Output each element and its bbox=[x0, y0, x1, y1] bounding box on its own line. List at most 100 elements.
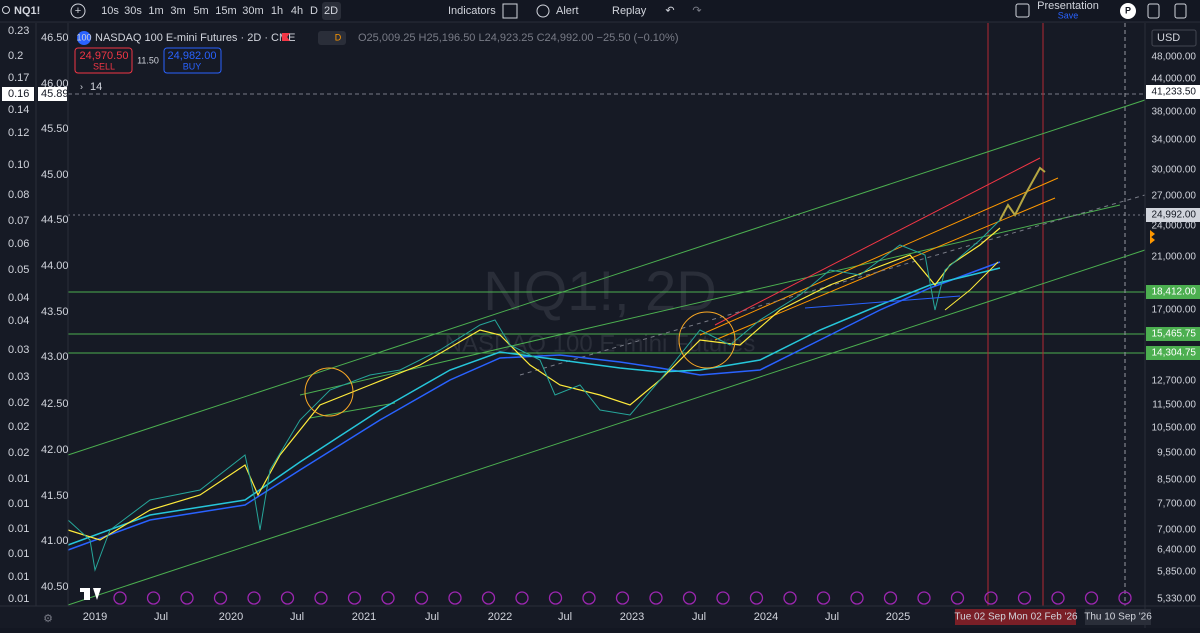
save[interactable]: Save bbox=[1058, 10, 1079, 20]
interval-button[interactable]: 30m bbox=[242, 5, 263, 17]
interval-button[interactable]: 10s bbox=[101, 5, 119, 17]
time-label: Jul bbox=[692, 611, 706, 623]
time-marker: Thu 10 Sep '26 bbox=[1084, 612, 1152, 623]
symbol-logo: 100 bbox=[76, 32, 91, 42]
left-scale-2-label: 46.50 bbox=[41, 32, 69, 44]
price-label: 27,000.00 bbox=[1152, 191, 1197, 202]
time-label: Jul bbox=[558, 611, 572, 623]
interval-button[interactable]: D bbox=[310, 5, 318, 17]
price-label: 10,500.00 bbox=[1152, 423, 1197, 434]
price-label: 5,330.00 bbox=[1157, 594, 1196, 605]
market-badge: D bbox=[335, 32, 342, 42]
price-highlight bbox=[1146, 327, 1200, 341]
price-label: 48,000.00 bbox=[1152, 52, 1197, 63]
price-label: 24,000.00 bbox=[1152, 221, 1197, 232]
left-scale-1-label: 0.02 bbox=[8, 447, 29, 459]
time-marker: Mon 02 Feb '26 bbox=[1008, 612, 1078, 623]
price-label: 30,000.00 bbox=[1152, 165, 1197, 176]
event-icon bbox=[113, 591, 127, 605]
currency-box bbox=[1151, 29, 1197, 47]
sell-price[interactable]: 24,970.50 bbox=[80, 50, 129, 62]
left-scale-1-label: 0.17 bbox=[8, 72, 29, 84]
replay-button[interactable]: Replay bbox=[612, 5, 647, 17]
event-icon bbox=[448, 591, 462, 605]
left-scale-1-label: 0.12 bbox=[8, 127, 29, 139]
time-marker-box bbox=[1010, 609, 1076, 625]
buy-price[interactable]: 24,982.00 bbox=[168, 50, 217, 62]
price-arrow bbox=[1150, 230, 1155, 244]
time-label: 2019 bbox=[83, 611, 107, 623]
left-scale-2-label: 45.00 bbox=[41, 169, 69, 181]
watermark-symbol: NQ1!, 2D bbox=[483, 259, 716, 322]
left-scale-1-label: 0.02 bbox=[8, 421, 29, 433]
event-icon bbox=[582, 591, 596, 605]
time-label: Jul bbox=[154, 611, 168, 623]
left-scale-1-label: 0.01 bbox=[8, 593, 29, 605]
interval-button[interactable]: 4h bbox=[291, 5, 303, 17]
event-icon bbox=[883, 591, 898, 605]
left-scale-1-label: 0.08 bbox=[8, 189, 29, 201]
left-scale-2-label: 41.00 bbox=[41, 535, 69, 547]
price-label: 7,700.00 bbox=[1157, 499, 1196, 510]
left-scale-1-label: 0.03 bbox=[8, 344, 29, 356]
indicators-button[interactable]: Indicators bbox=[448, 5, 496, 17]
event-icon bbox=[682, 591, 697, 605]
price-highlight bbox=[1146, 85, 1200, 99]
spread: 11.50 bbox=[137, 55, 159, 65]
toolbar-items: NQ1! + Indicators Alert Replay ↶ ↷ Prese… bbox=[2, 0, 1187, 20]
price-label: 9,500.00 bbox=[1157, 448, 1196, 459]
interval-active bbox=[322, 2, 341, 20]
redo[interactable]: ↷ bbox=[692, 5, 701, 17]
left-scale-1-label: 0.10 bbox=[8, 159, 29, 171]
left-scale-2-label: 45.50 bbox=[41, 123, 69, 135]
indicator-count[interactable]: 14 bbox=[90, 81, 102, 93]
alert-button[interactable]: Alert bbox=[556, 5, 579, 17]
event-icon bbox=[850, 591, 864, 605]
time-marker: Tue 02 Sep '25 bbox=[954, 612, 1022, 623]
event-icon bbox=[280, 591, 295, 605]
event-icon bbox=[213, 591, 228, 605]
avatar[interactable]: P bbox=[1125, 5, 1131, 15]
interval-button[interactable]: 3m bbox=[170, 5, 185, 17]
price-label: 6,400.00 bbox=[1157, 545, 1196, 556]
symbol-search[interactable]: NQ1! bbox=[14, 5, 40, 17]
price-label: 38,000.00 bbox=[1152, 107, 1197, 118]
symbol-title: NASDAQ 100 E-mini Futures · 2D · CME bbox=[95, 32, 296, 44]
price-label: 44,000.00 bbox=[1152, 74, 1197, 85]
interval-button[interactable]: 15m bbox=[215, 5, 236, 17]
interval-button[interactable]: 1m bbox=[148, 5, 163, 17]
time-label: 2024 bbox=[754, 611, 778, 623]
left-scale-1-label: 0.14 bbox=[8, 104, 29, 116]
left-scale-1-label: 0.05 bbox=[8, 264, 29, 276]
left-scale-1-label: 0.16 bbox=[8, 88, 29, 100]
collapse-arrow[interactable]: › bbox=[80, 81, 83, 91]
undo[interactable]: ↶ bbox=[665, 5, 674, 17]
time-label: 2023 bbox=[620, 611, 644, 623]
event-icon bbox=[515, 591, 529, 605]
presentation[interactable]: Presentation bbox=[1037, 0, 1099, 12]
time-label: 2025 bbox=[886, 611, 910, 623]
event-icon bbox=[1084, 591, 1099, 605]
settings-icon: ⚙ bbox=[43, 613, 53, 625]
left-scale-1-label: 0.07 bbox=[8, 215, 29, 227]
time-label: 2022 bbox=[488, 611, 512, 623]
event-icon bbox=[247, 591, 261, 605]
left-scale-2-label: 40.50 bbox=[41, 581, 69, 593]
interval-button[interactable]: 5m bbox=[193, 5, 208, 17]
price-label: 21,000.00 bbox=[1152, 252, 1197, 263]
time-label: 2021 bbox=[352, 611, 376, 623]
scale-highlight bbox=[38, 87, 67, 101]
interval-button[interactable]: 30s bbox=[124, 5, 142, 17]
left-scale-2-label: 42.00 bbox=[41, 444, 69, 456]
event-icon bbox=[649, 591, 663, 605]
left-scale-1-label: 0.06 bbox=[8, 238, 29, 250]
buy-button[interactable]: BUY bbox=[183, 61, 202, 71]
interval-button[interactable]: 2D bbox=[324, 5, 338, 17]
left-scale-2-label: 44.00 bbox=[41, 260, 69, 272]
compare-button[interactable]: + bbox=[75, 5, 81, 17]
price-label: 11,500.00 bbox=[1152, 400, 1196, 411]
price-label: 7,000.00 bbox=[1157, 525, 1196, 536]
interval-button[interactable]: 1h bbox=[271, 5, 283, 17]
sell-button[interactable]: SELL bbox=[93, 61, 115, 71]
